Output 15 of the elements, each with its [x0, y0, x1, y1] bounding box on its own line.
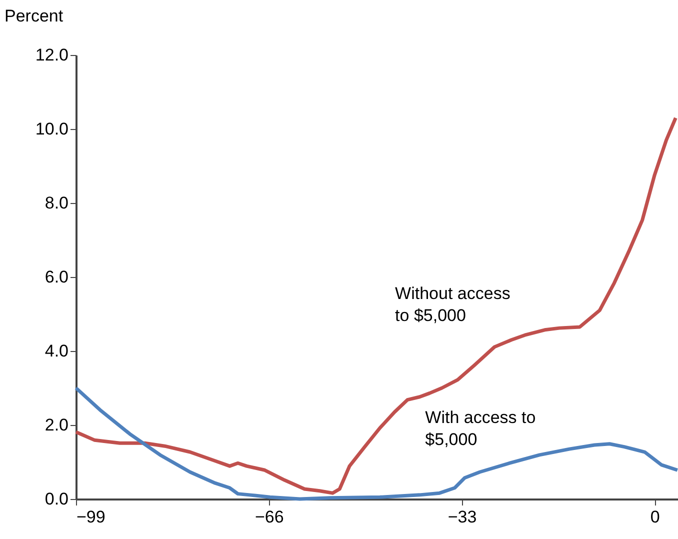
x-tick-label: 0 — [650, 508, 660, 526]
y-axis-title: Percent — [4, 6, 64, 26]
x-tick-label: −99 — [76, 508, 106, 526]
y-tick-label: 2.0 — [44, 416, 68, 434]
y-tick-label: 10.0 — [35, 120, 68, 138]
y-tick-label: 0.0 — [44, 490, 68, 508]
line-series — [74, 116, 678, 495]
y-tick-label: 8.0 — [44, 194, 68, 212]
y-tick-label: 6.0 — [44, 268, 68, 286]
x-tick-label: −33 — [448, 508, 477, 526]
series-label: With access to $5,000 — [425, 408, 536, 450]
y-tick-label: 12.0 — [35, 46, 68, 64]
x-tick-label: −66 — [254, 508, 284, 526]
y-tick-label: 4.0 — [44, 342, 68, 360]
series-label: Without access to $5,000 — [395, 284, 510, 325]
